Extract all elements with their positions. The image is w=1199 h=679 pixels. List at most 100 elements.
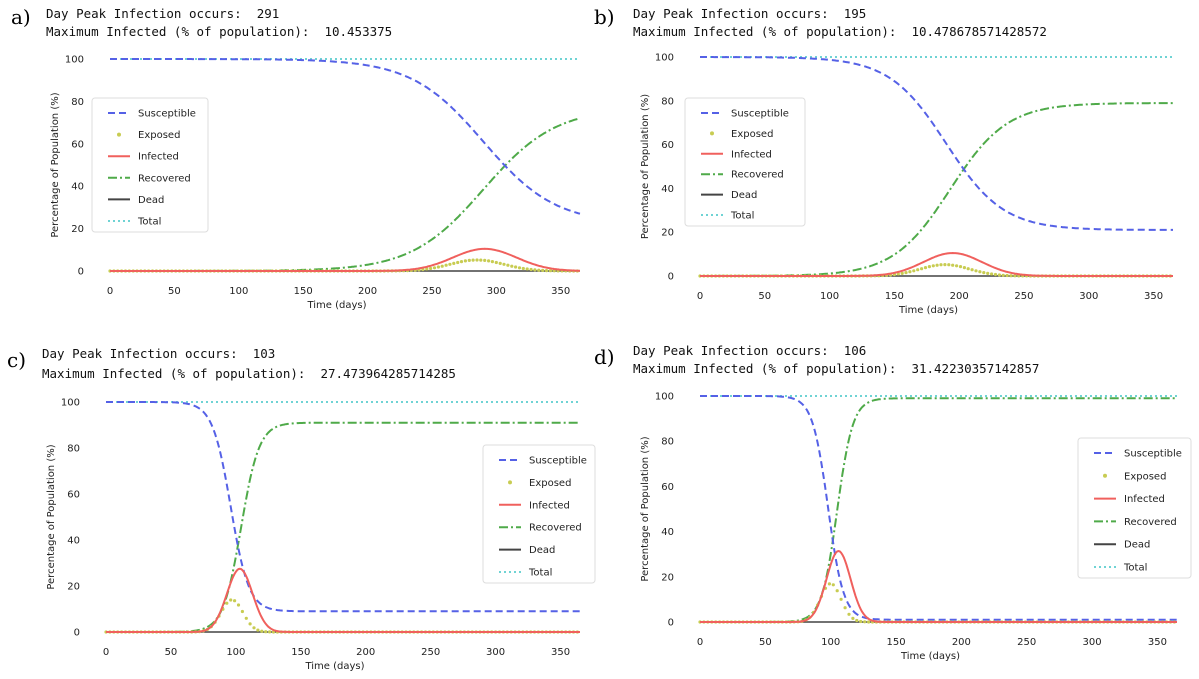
y-tick-label: 0 bbox=[74, 628, 80, 639]
exposed-point bbox=[970, 268, 974, 272]
y-tick-label: 40 bbox=[661, 527, 674, 538]
chart-panel-a: a) Day Peak Infection occurs: 291 Maximu… bbox=[0, 0, 599, 339]
exposed-point bbox=[471, 258, 475, 262]
exposed-point bbox=[978, 270, 982, 274]
x-tick-label: 300 bbox=[1083, 637, 1102, 648]
exposed-point bbox=[867, 620, 871, 624]
legend-label-susceptible: Susceptible bbox=[138, 109, 196, 120]
y-tick-label: 80 bbox=[67, 444, 80, 455]
series-recovered-line bbox=[700, 397, 1177, 623]
legend-label-exposed: Exposed bbox=[529, 478, 571, 489]
x-tick-label: 350 bbox=[551, 286, 570, 297]
x-tick-label: 0 bbox=[107, 286, 113, 297]
series-susceptible-line bbox=[106, 401, 580, 613]
legend-box bbox=[482, 444, 596, 584]
series-infected-line bbox=[700, 549, 1177, 623]
x-axis-label: Time (days) bbox=[304, 661, 364, 672]
exposed-point bbox=[1005, 273, 1009, 278]
line-chart-b: 0 50 100 150 200 250 300 350 0 20 40 60 80 100 Time (d… bbox=[640, 53, 1173, 316]
y-tick-label: 20 bbox=[67, 582, 80, 593]
y-tick-label: 80 bbox=[661, 437, 674, 448]
legend: Susceptible Exposed Infected Recovered Dead T… bbox=[1077, 437, 1192, 579]
legend: Susceptible Exposed Infected Recovered Dead T… bbox=[482, 444, 596, 584]
legend-swatch-exposed bbox=[508, 480, 512, 485]
exposed-point bbox=[955, 264, 959, 268]
y-tick-label: 40 bbox=[661, 184, 674, 195]
exposed-point bbox=[916, 268, 920, 272]
exposed-point bbox=[912, 269, 916, 273]
exposed-point bbox=[483, 258, 487, 262]
exposed-point bbox=[256, 628, 260, 632]
y-tick-label: 20 bbox=[71, 224, 84, 235]
exposed-point bbox=[843, 606, 847, 610]
exposed-point bbox=[839, 597, 843, 601]
exposed-point bbox=[240, 609, 244, 614]
exposed-point bbox=[514, 265, 518, 269]
exposed-point bbox=[537, 268, 541, 272]
exposed-point bbox=[525, 267, 529, 271]
exposed-point bbox=[463, 259, 467, 263]
series-infected-line bbox=[106, 567, 580, 633]
exposed-point bbox=[479, 258, 483, 262]
exposed-point bbox=[475, 258, 479, 262]
y-tick-label: 80 bbox=[71, 97, 84, 108]
legend-label-total: Total bbox=[730, 211, 754, 222]
exposed-point bbox=[947, 263, 951, 267]
exposed-point bbox=[510, 264, 514, 268]
legend-box bbox=[1077, 437, 1192, 579]
exposed-point bbox=[432, 266, 437, 270]
legend-label-recovered: Recovered bbox=[529, 523, 582, 534]
line-chart-c: 0 50 100 150 200 250 300 350 0 20 40 60 80 100 Time (d… bbox=[46, 398, 596, 672]
info-peak-day: Day Peak Infection occurs: 195 bbox=[633, 6, 867, 21]
exposed-point bbox=[939, 263, 943, 267]
exposed-point bbox=[544, 269, 549, 273]
exposed-point bbox=[1009, 274, 1013, 278]
exposed-point bbox=[425, 267, 429, 271]
y-tick-label: 20 bbox=[661, 228, 674, 239]
chart-panel-b: b) Day Peak Infection occurs: 195 Maximu… bbox=[594, 0, 1196, 339]
chart-panel-d: d) Day Peak Infection occurs: 106 Maximu… bbox=[594, 340, 1196, 679]
x-tick-label: 250 bbox=[422, 286, 441, 297]
exposed-point bbox=[982, 271, 986, 275]
exposed-point bbox=[252, 626, 256, 630]
exposed-point bbox=[529, 267, 533, 272]
legend-label-exposed: Exposed bbox=[731, 129, 773, 140]
legend-label-total: Total bbox=[137, 217, 161, 228]
x-tick-label: 50 bbox=[168, 286, 181, 297]
x-axis-label: Time (days) bbox=[898, 305, 958, 316]
y-axis-label: Percentage of Population (%) bbox=[46, 444, 57, 589]
y-tick-label: 0 bbox=[78, 267, 84, 278]
exposed-point bbox=[923, 266, 928, 270]
y-tick-label: 60 bbox=[661, 482, 674, 493]
legend-label-susceptible: Susceptible bbox=[1124, 449, 1182, 460]
exposed-point bbox=[268, 630, 272, 634]
x-axis-label: Time (days) bbox=[900, 651, 960, 662]
legend-swatch-exposed bbox=[1103, 473, 1107, 478]
exposed-point bbox=[1001, 273, 1005, 277]
series-recovered-line bbox=[700, 102, 1173, 277]
x-tick-label: 150 bbox=[291, 647, 310, 658]
exposed-point bbox=[966, 267, 970, 271]
exposed-point bbox=[506, 263, 510, 267]
legend-label-susceptible: Susceptible bbox=[731, 109, 789, 120]
legend-label-dead: Dead bbox=[529, 545, 555, 556]
y-axis-label: Percentage of Population (%) bbox=[640, 436, 651, 581]
info-peak-day: Day Peak Infection occurs: 106 bbox=[633, 343, 867, 358]
x-tick-label: 200 bbox=[950, 291, 969, 302]
panel-letter: c) bbox=[7, 348, 27, 372]
exposed-point bbox=[236, 603, 241, 607]
legend-label-exposed: Exposed bbox=[1124, 471, 1166, 482]
series-exposed-points bbox=[698, 582, 1176, 624]
legend-label-infected: Infected bbox=[529, 500, 570, 511]
x-tick-label: 150 bbox=[885, 291, 904, 302]
exposed-point bbox=[863, 620, 867, 624]
y-tick-label: 60 bbox=[67, 490, 80, 501]
exposed-point bbox=[440, 264, 444, 268]
panel-letter: a) bbox=[11, 5, 31, 29]
x-tick-label: 200 bbox=[952, 637, 971, 648]
series-susceptible-line bbox=[110, 58, 581, 215]
exposed-point bbox=[456, 260, 460, 265]
y-tick-label: 100 bbox=[61, 398, 80, 409]
exposed-point bbox=[931, 264, 935, 268]
legend-label-dead: Dead bbox=[1124, 540, 1150, 551]
